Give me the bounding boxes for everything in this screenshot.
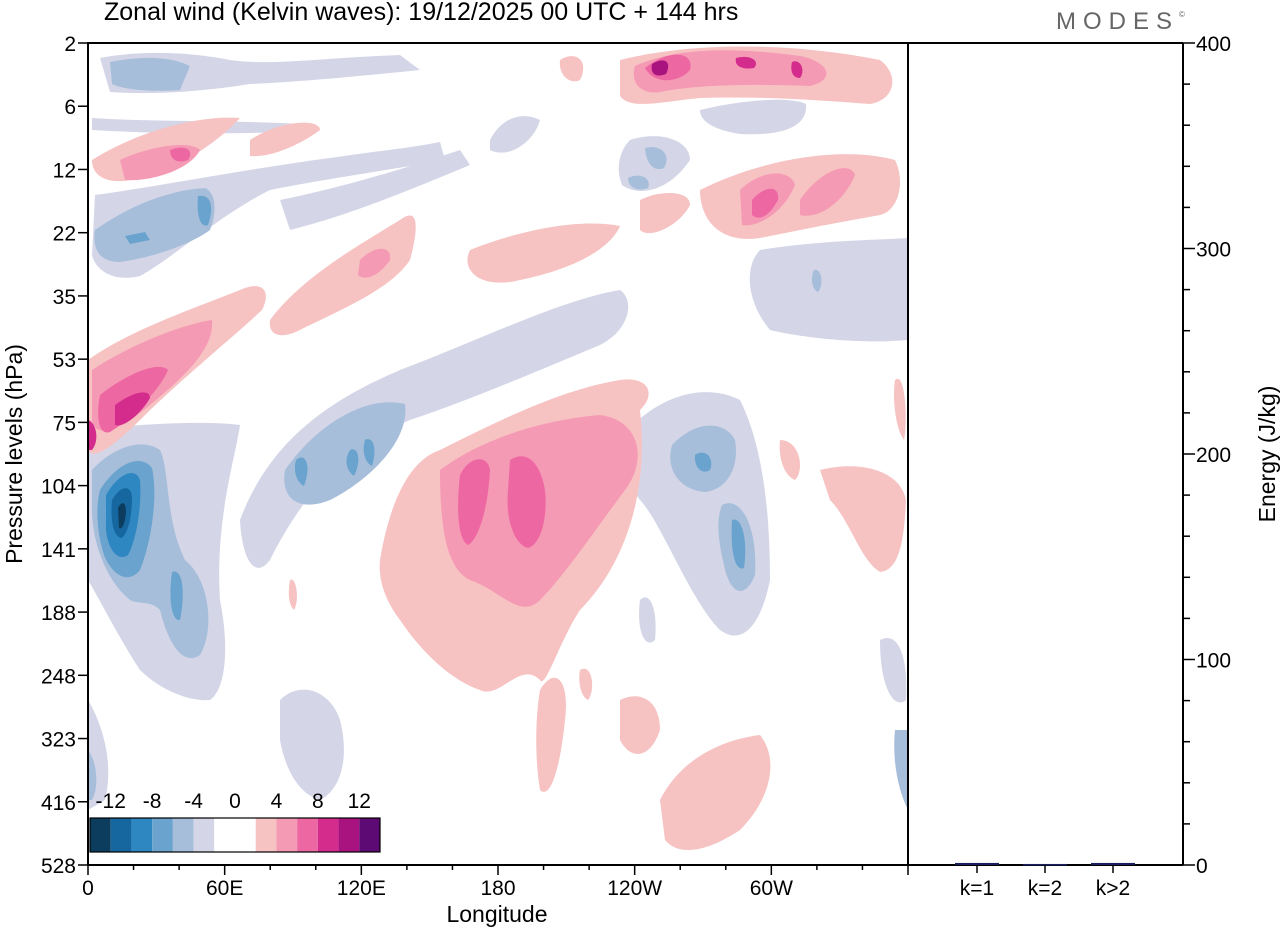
colorbar-swatch [276, 818, 298, 852]
colorbar: -12 -8 -4 0 4 8 12 [89, 790, 381, 853]
colorbar-label: 4 [271, 790, 283, 813]
colorbar-swatch [255, 818, 277, 852]
y-tick-label: 141 [41, 539, 76, 562]
y-tick-label: 53 [53, 349, 76, 372]
energy-bar [1023, 863, 1067, 866]
chart-title: Zonal wind (Kelvin waves): 19/12/2025 00… [104, 0, 739, 26]
y-tick-label: 12 [53, 159, 76, 182]
colorbar-swatch [235, 818, 256, 852]
colorbar-swatch [193, 818, 215, 852]
y-tick-label: 416 [41, 792, 76, 815]
colorbar-swatch [359, 818, 380, 852]
colorbar-label: -4 [184, 790, 203, 813]
colorbar-swatch [317, 818, 339, 852]
y-tick-label: 75 [53, 412, 76, 435]
y-tick-label: 104 [41, 476, 76, 499]
y-tick-label: 528 [41, 855, 76, 878]
colorbar-swatch [172, 818, 194, 852]
colorbar-label: 12 [348, 790, 371, 813]
y-tick-label: 248 [41, 665, 76, 688]
x-tick-label: 120E [337, 877, 386, 900]
y-tick-label: 188 [41, 602, 76, 625]
energy-tick-label: 100 [1196, 650, 1231, 673]
energy-category-label: k=2 [1028, 877, 1062, 900]
energy-tick-label: 300 [1196, 239, 1231, 262]
brand-copyright-mark: © [1179, 10, 1185, 19]
y-tick-label: 323 [41, 729, 76, 752]
energy-category-label: k=1 [960, 877, 994, 900]
energy-tick-label: 0 [1196, 855, 1208, 878]
colorbar-label: 0 [229, 790, 241, 813]
colorbar-swatch [110, 818, 132, 852]
energy-panel: 0 100 200 300 400 k=1 k=2 k>2 [955, 33, 1231, 900]
x-axis-title: Longitude [446, 901, 547, 927]
y-tick-label: 2 [64, 33, 76, 56]
energy-category-label: k>2 [1096, 877, 1130, 900]
brand-name: MODES [1056, 8, 1180, 35]
contour-field [88, 46, 908, 851]
colorbar-swatch [214, 818, 235, 852]
energy-axis-title: Energy (J/kg) [1254, 386, 1280, 523]
x-tick-label: 0 [82, 877, 94, 900]
colorbar-swatch [131, 818, 153, 852]
y-axis-title: Pressure levels (hPa) [1, 344, 27, 564]
colorbar-swatch [90, 818, 111, 852]
y-tick-label: 22 [53, 223, 76, 246]
energy-bar [1091, 862, 1135, 865]
energy-tick-label: 200 [1196, 444, 1231, 467]
energy-bar [955, 862, 999, 865]
colorbar-label: -8 [143, 790, 162, 813]
colorbar-swatch [338, 818, 360, 852]
x-tick-label: 180 [480, 877, 515, 900]
x-tick-label: 60W [750, 877, 793, 900]
colorbar-frame [89, 817, 381, 853]
brand-logo: MODES© [1056, 8, 1185, 36]
colorbar-swatch [297, 818, 318, 852]
energy-tick-label: 400 [1196, 33, 1231, 56]
colorbar-label: -12 [96, 790, 126, 813]
x-tick-label: 120W [607, 877, 662, 900]
y-tick-label: 35 [53, 286, 76, 309]
x-tick-label: 60E [206, 877, 243, 900]
x-axis: 0 60E 120E 180 120W 60W [82, 865, 909, 900]
y-tick-label: 6 [64, 96, 76, 119]
colorbar-label: 8 [312, 790, 324, 813]
y-axis: 2 6 12 22 35 53 75 104 141 188 248 323 416 528 [41, 33, 88, 878]
colorbar-swatch [152, 818, 173, 852]
